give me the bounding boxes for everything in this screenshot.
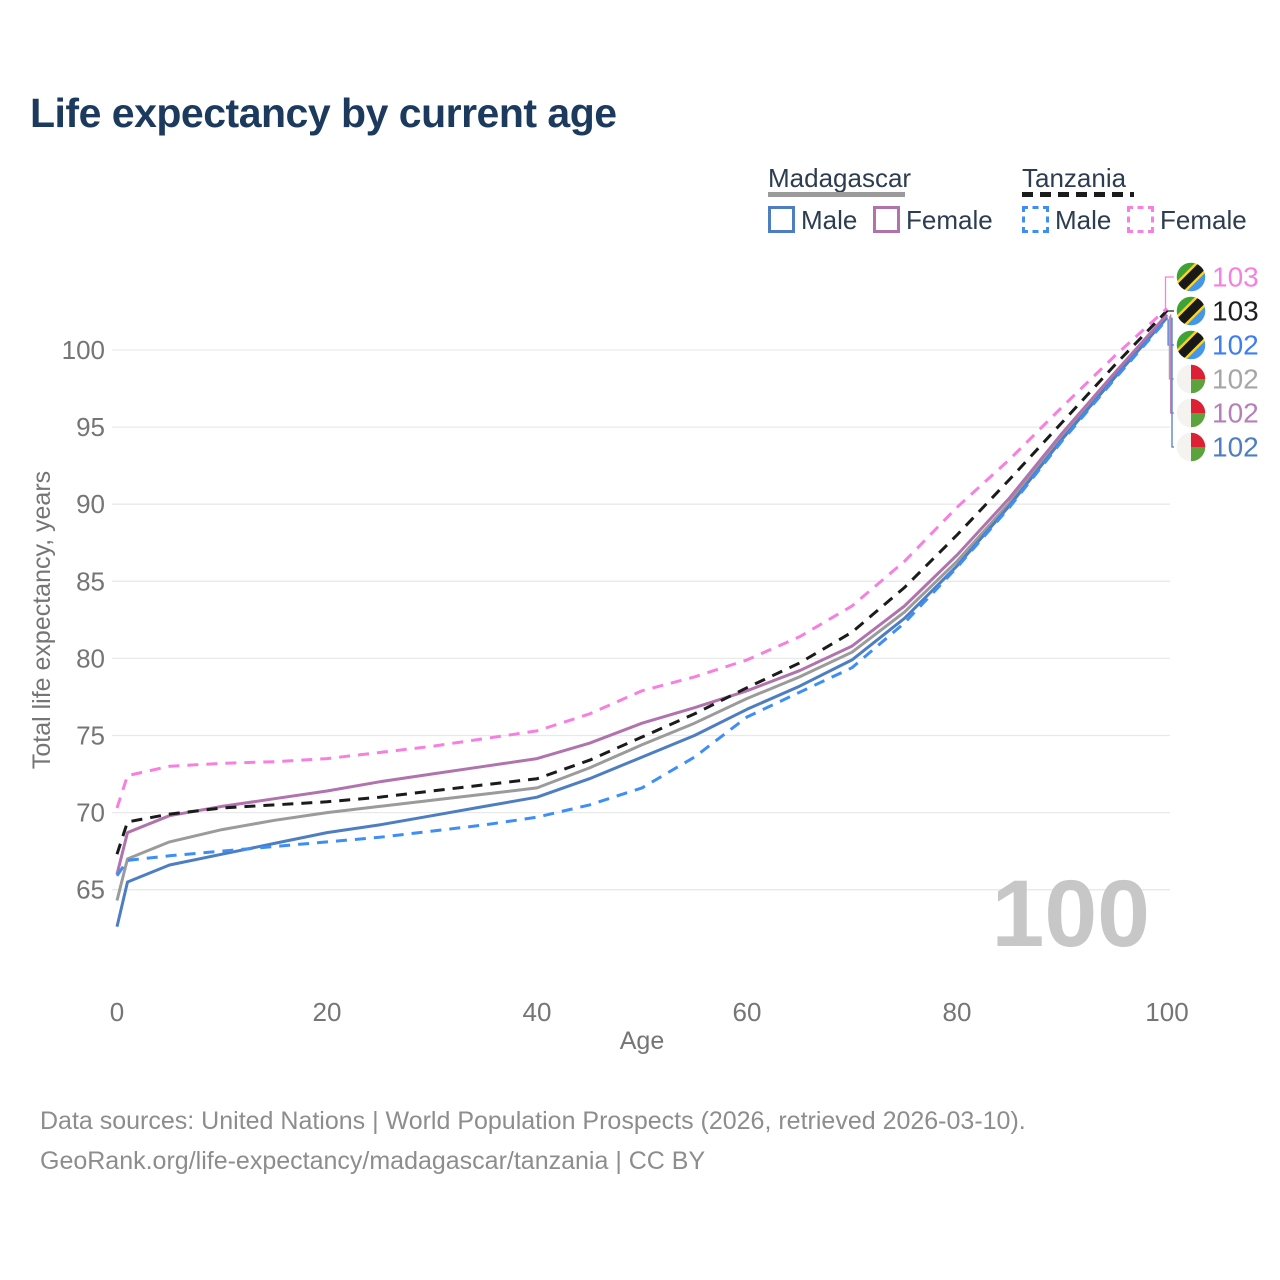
- y-tick-label-70: 70: [76, 798, 105, 828]
- x-tick-label-80: 80: [943, 997, 972, 1027]
- legend-label-madagascar-male: Male: [801, 205, 858, 235]
- legend-group-tanzania: Tanzania: [1022, 163, 1127, 193]
- y-axis-title: Total life expectancy, years: [28, 471, 56, 769]
- legend-label-tanzania-male: Male: [1055, 205, 1112, 235]
- end-label-value-tanzania-male: 102: [1212, 330, 1259, 361]
- legend-swatch-madagascar-male: [768, 206, 795, 233]
- legend-label-madagascar-female: Female: [906, 205, 993, 235]
- legend-underline-tanzania: [1022, 192, 1134, 197]
- y-tick-label-100: 100: [62, 335, 105, 365]
- leader-line-tanzania-female: [1164, 276, 1174, 309]
- x-tick-label-20: 20: [313, 997, 342, 1027]
- end-label-value-madagascar-male: 102: [1212, 432, 1259, 463]
- x-tick-label-100: 100: [1145, 997, 1188, 1027]
- end-label-value-tanzania-both-sexes: 103: [1212, 296, 1259, 327]
- legend-underline-madagascar: [768, 192, 905, 197]
- end-label-value-madagascar-female: 102: [1212, 398, 1259, 429]
- madagascar-flag-icon: [1174, 362, 1208, 396]
- series-line-tanzania-both-sexes: [115, 309, 1169, 855]
- leader-line-madagascar-male: [1171, 317, 1174, 448]
- tanzania-flag-icon: [1174, 294, 1208, 328]
- series-line-madagascar-both-sexes: [115, 315, 1169, 901]
- legend-swatch-tanzania-female: [1127, 206, 1154, 233]
- x-tick-label-60: 60: [733, 997, 762, 1027]
- legend-group-madagascar: Madagascar: [768, 163, 912, 193]
- leader-line-madagascar-female: [1170, 314, 1174, 414]
- x-tick-label-40: 40: [523, 997, 552, 1027]
- end-label-value-tanzania-female: 103: [1212, 262, 1259, 293]
- x-tick-label-0: 0: [110, 997, 124, 1027]
- legend-swatch-tanzania-male: [1022, 206, 1049, 233]
- y-tick-label-95: 95: [76, 412, 105, 442]
- madagascar-flag-icon: [1174, 430, 1208, 464]
- footer-attribution: GeoRank.org/life-expectancy/madagascar/t…: [40, 1147, 706, 1175]
- axis-ticks: 65 70 75 80 85 90 95 100 0 20 40 60 80 100: [62, 335, 1189, 1027]
- y-tick-label-65: 65: [76, 875, 105, 905]
- series-line-madagascar-female: [115, 313, 1169, 875]
- series-line-tanzania-female: [115, 307, 1169, 809]
- tanzania-flag-icon: [1174, 260, 1208, 294]
- legend-label-tanzania-female: Female: [1160, 205, 1247, 235]
- end-label-value-madagascar-both-sexes: 102: [1212, 364, 1259, 395]
- age-watermark: 100: [991, 861, 1150, 967]
- page-title: Life expectancy by current age: [30, 90, 617, 136]
- series-line-madagascar-male: [115, 316, 1169, 928]
- x-axis-title: Age: [620, 1027, 664, 1055]
- madagascar-flag-icon: [1174, 396, 1208, 430]
- y-tick-label-90: 90: [76, 489, 105, 519]
- legend-swatch-madagascar-female: [873, 206, 900, 233]
- y-tick-label-85: 85: [76, 566, 105, 596]
- series-line-tanzania-male: [115, 318, 1169, 877]
- footer-data-sources: Data sources: United Nations | World Pop…: [40, 1107, 1026, 1135]
- y-tick-label-75: 75: [76, 721, 105, 751]
- tanzania-flag-icon: [1174, 328, 1208, 362]
- gridlines: [112, 349, 1170, 891]
- series-lines: [115, 307, 1169, 928]
- y-tick-label-80: 80: [76, 643, 105, 673]
